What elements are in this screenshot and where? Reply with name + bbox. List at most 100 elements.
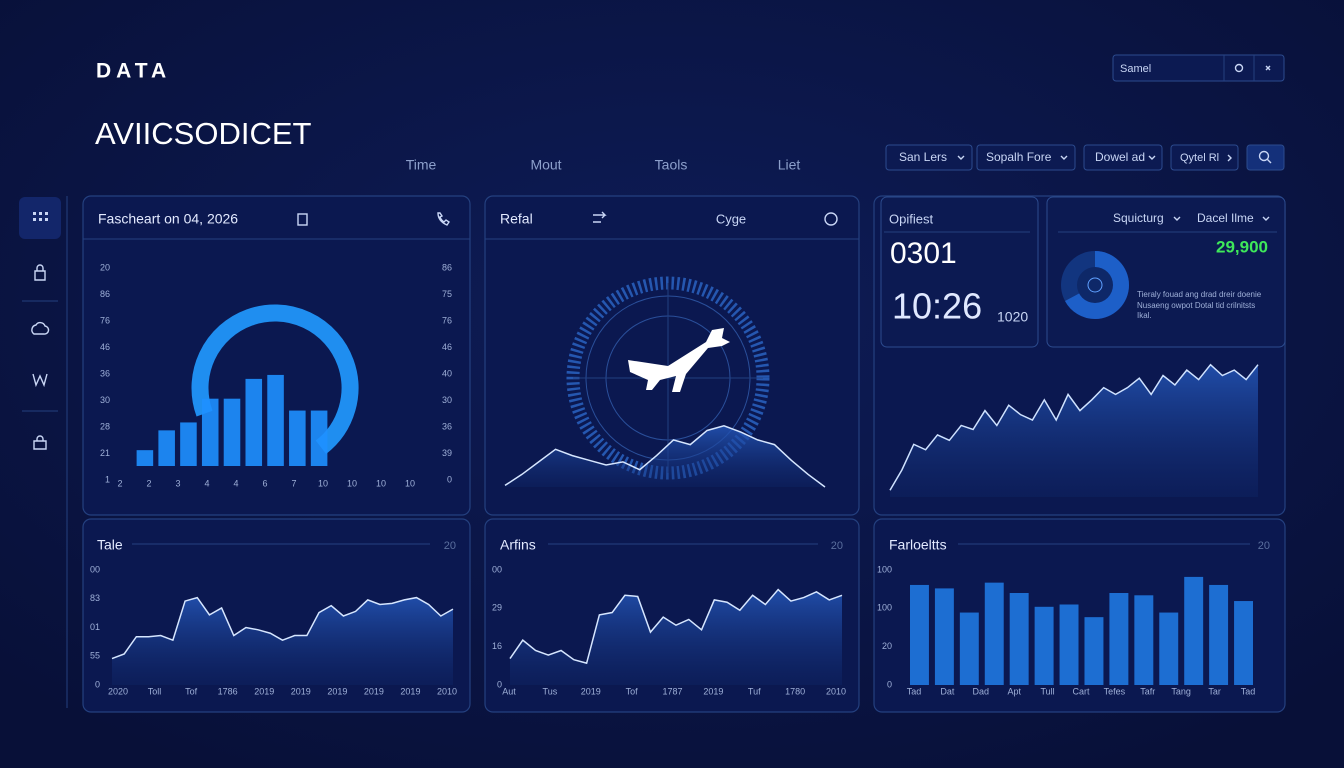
area bbox=[505, 425, 825, 487]
bar bbox=[136, 450, 154, 466]
axis-label: 00 bbox=[492, 564, 502, 574]
panel-title: Arfins bbox=[500, 537, 536, 553]
axis-label: 75 bbox=[442, 289, 452, 299]
x-label: 2019 bbox=[254, 686, 274, 696]
search-text: Samel bbox=[1120, 63, 1151, 75]
axis-label: 20 bbox=[100, 262, 110, 272]
chart-icon[interactable] bbox=[32, 373, 48, 388]
x-label: Tof bbox=[185, 686, 198, 696]
area bbox=[510, 589, 842, 685]
search-icon[interactable] bbox=[1234, 63, 1244, 73]
x-label: 3 bbox=[175, 478, 180, 488]
filter-button[interactable] bbox=[1083, 144, 1163, 171]
panel-icon[interactable] bbox=[297, 213, 308, 226]
x-label: 10 bbox=[318, 478, 328, 488]
stats-code: 0301 bbox=[890, 237, 957, 270]
panel-corner: 20 bbox=[831, 540, 843, 552]
panel-corner: 20 bbox=[444, 540, 456, 552]
axis-label: 0 bbox=[447, 474, 452, 484]
x-label: 2 bbox=[117, 478, 122, 488]
summary-note: Nusaeng owpot Dotal tid crilnitsts bbox=[1137, 301, 1255, 310]
tab[interactable]: Time bbox=[406, 157, 437, 173]
filter-label: Qytel Rl bbox=[1180, 152, 1219, 164]
axis-label: 36 bbox=[100, 368, 110, 378]
page-title: AVIICSODICET bbox=[95, 116, 312, 151]
filter-button[interactable] bbox=[885, 144, 973, 171]
axis-label: 83 bbox=[90, 593, 100, 603]
search-button[interactable] bbox=[1246, 144, 1285, 171]
stats-time: 10:26 bbox=[892, 286, 982, 327]
settings-icon[interactable] bbox=[824, 212, 838, 226]
x-label: Apt bbox=[1007, 686, 1021, 696]
bar bbox=[909, 584, 929, 685]
filter-button[interactable] bbox=[1170, 144, 1239, 171]
bar bbox=[1209, 584, 1229, 685]
axis-label: 1 bbox=[105, 474, 110, 484]
bar bbox=[1134, 595, 1154, 685]
search-box[interactable] bbox=[1112, 54, 1285, 82]
x-label: 10 bbox=[405, 478, 415, 488]
tab[interactable]: Mout bbox=[530, 157, 561, 173]
axis-label: 21 bbox=[100, 448, 110, 458]
summary-note: Ikal. bbox=[1137, 311, 1152, 320]
stats-title: Opifiest bbox=[889, 211, 933, 226]
x-label: 2019 bbox=[703, 686, 723, 696]
x-label: 2020 bbox=[108, 686, 128, 696]
axis-label: 28 bbox=[100, 421, 110, 431]
axis-label: 29 bbox=[492, 603, 502, 613]
x-label: 2019 bbox=[327, 686, 347, 696]
chevron bbox=[1060, 155, 1068, 160]
chevron bbox=[1227, 154, 1232, 162]
panel bbox=[82, 195, 471, 516]
panel-icon[interactable] bbox=[593, 211, 607, 223]
filter-button[interactable] bbox=[976, 144, 1076, 171]
bar bbox=[201, 398, 219, 466]
x-label: Tuf bbox=[748, 686, 761, 696]
axis-label: 0 bbox=[887, 679, 892, 689]
bar bbox=[934, 588, 954, 685]
stats-aux: 1020 bbox=[997, 309, 1028, 325]
panel-title: Farloeltts bbox=[889, 537, 947, 553]
bar bbox=[1184, 576, 1204, 685]
x-label: 1787 bbox=[662, 686, 682, 696]
tab[interactable]: Taols bbox=[655, 157, 688, 173]
bag-icon[interactable] bbox=[33, 435, 47, 450]
close-icon[interactable] bbox=[1265, 65, 1271, 71]
x-label: Dat bbox=[940, 686, 955, 696]
axis-label: 00 bbox=[90, 564, 100, 574]
x-label: 1786 bbox=[218, 686, 238, 696]
panel-title: Refal bbox=[500, 211, 533, 227]
x-label: 10 bbox=[376, 478, 386, 488]
phone-icon[interactable] bbox=[437, 212, 450, 226]
summary-note: Tieraly fouad ang drad dreir doenie bbox=[1137, 290, 1262, 299]
summary-menu[interactable]: Dacel Ilme bbox=[1197, 211, 1254, 225]
x-label: Tull bbox=[1041, 686, 1055, 696]
axis-label: 76 bbox=[442, 315, 452, 325]
bar bbox=[984, 582, 1004, 685]
donut-hole bbox=[1077, 267, 1113, 303]
x-label: 2019 bbox=[364, 686, 384, 696]
summary-menu[interactable]: Squicturg bbox=[1113, 211, 1164, 225]
chevron bbox=[1173, 216, 1181, 221]
axis-label: 0 bbox=[95, 679, 100, 689]
bar bbox=[959, 612, 979, 685]
axis-label: 16 bbox=[492, 641, 502, 651]
area bbox=[890, 364, 1258, 497]
filter-label: Dowel ad bbox=[1095, 150, 1145, 164]
line bbox=[889, 363, 1259, 491]
bar bbox=[245, 378, 263, 466]
x-label: 7 bbox=[291, 478, 296, 488]
x-label: Tad bbox=[1241, 686, 1256, 696]
brand: DATA bbox=[96, 60, 171, 83]
axis-label: 30 bbox=[442, 395, 452, 405]
tab[interactable]: Liet bbox=[778, 157, 801, 173]
panel-subtitle: Cyge bbox=[716, 211, 746, 226]
bar bbox=[1159, 612, 1179, 685]
summary-value: 29,900 bbox=[1216, 237, 1268, 256]
axis-label: 55 bbox=[90, 651, 100, 661]
lock-icon[interactable] bbox=[34, 264, 46, 281]
cloud-icon[interactable] bbox=[31, 321, 50, 335]
x-label: Tad bbox=[907, 686, 922, 696]
x-label: 4 bbox=[233, 478, 238, 488]
x-label: Tang bbox=[1171, 686, 1191, 696]
